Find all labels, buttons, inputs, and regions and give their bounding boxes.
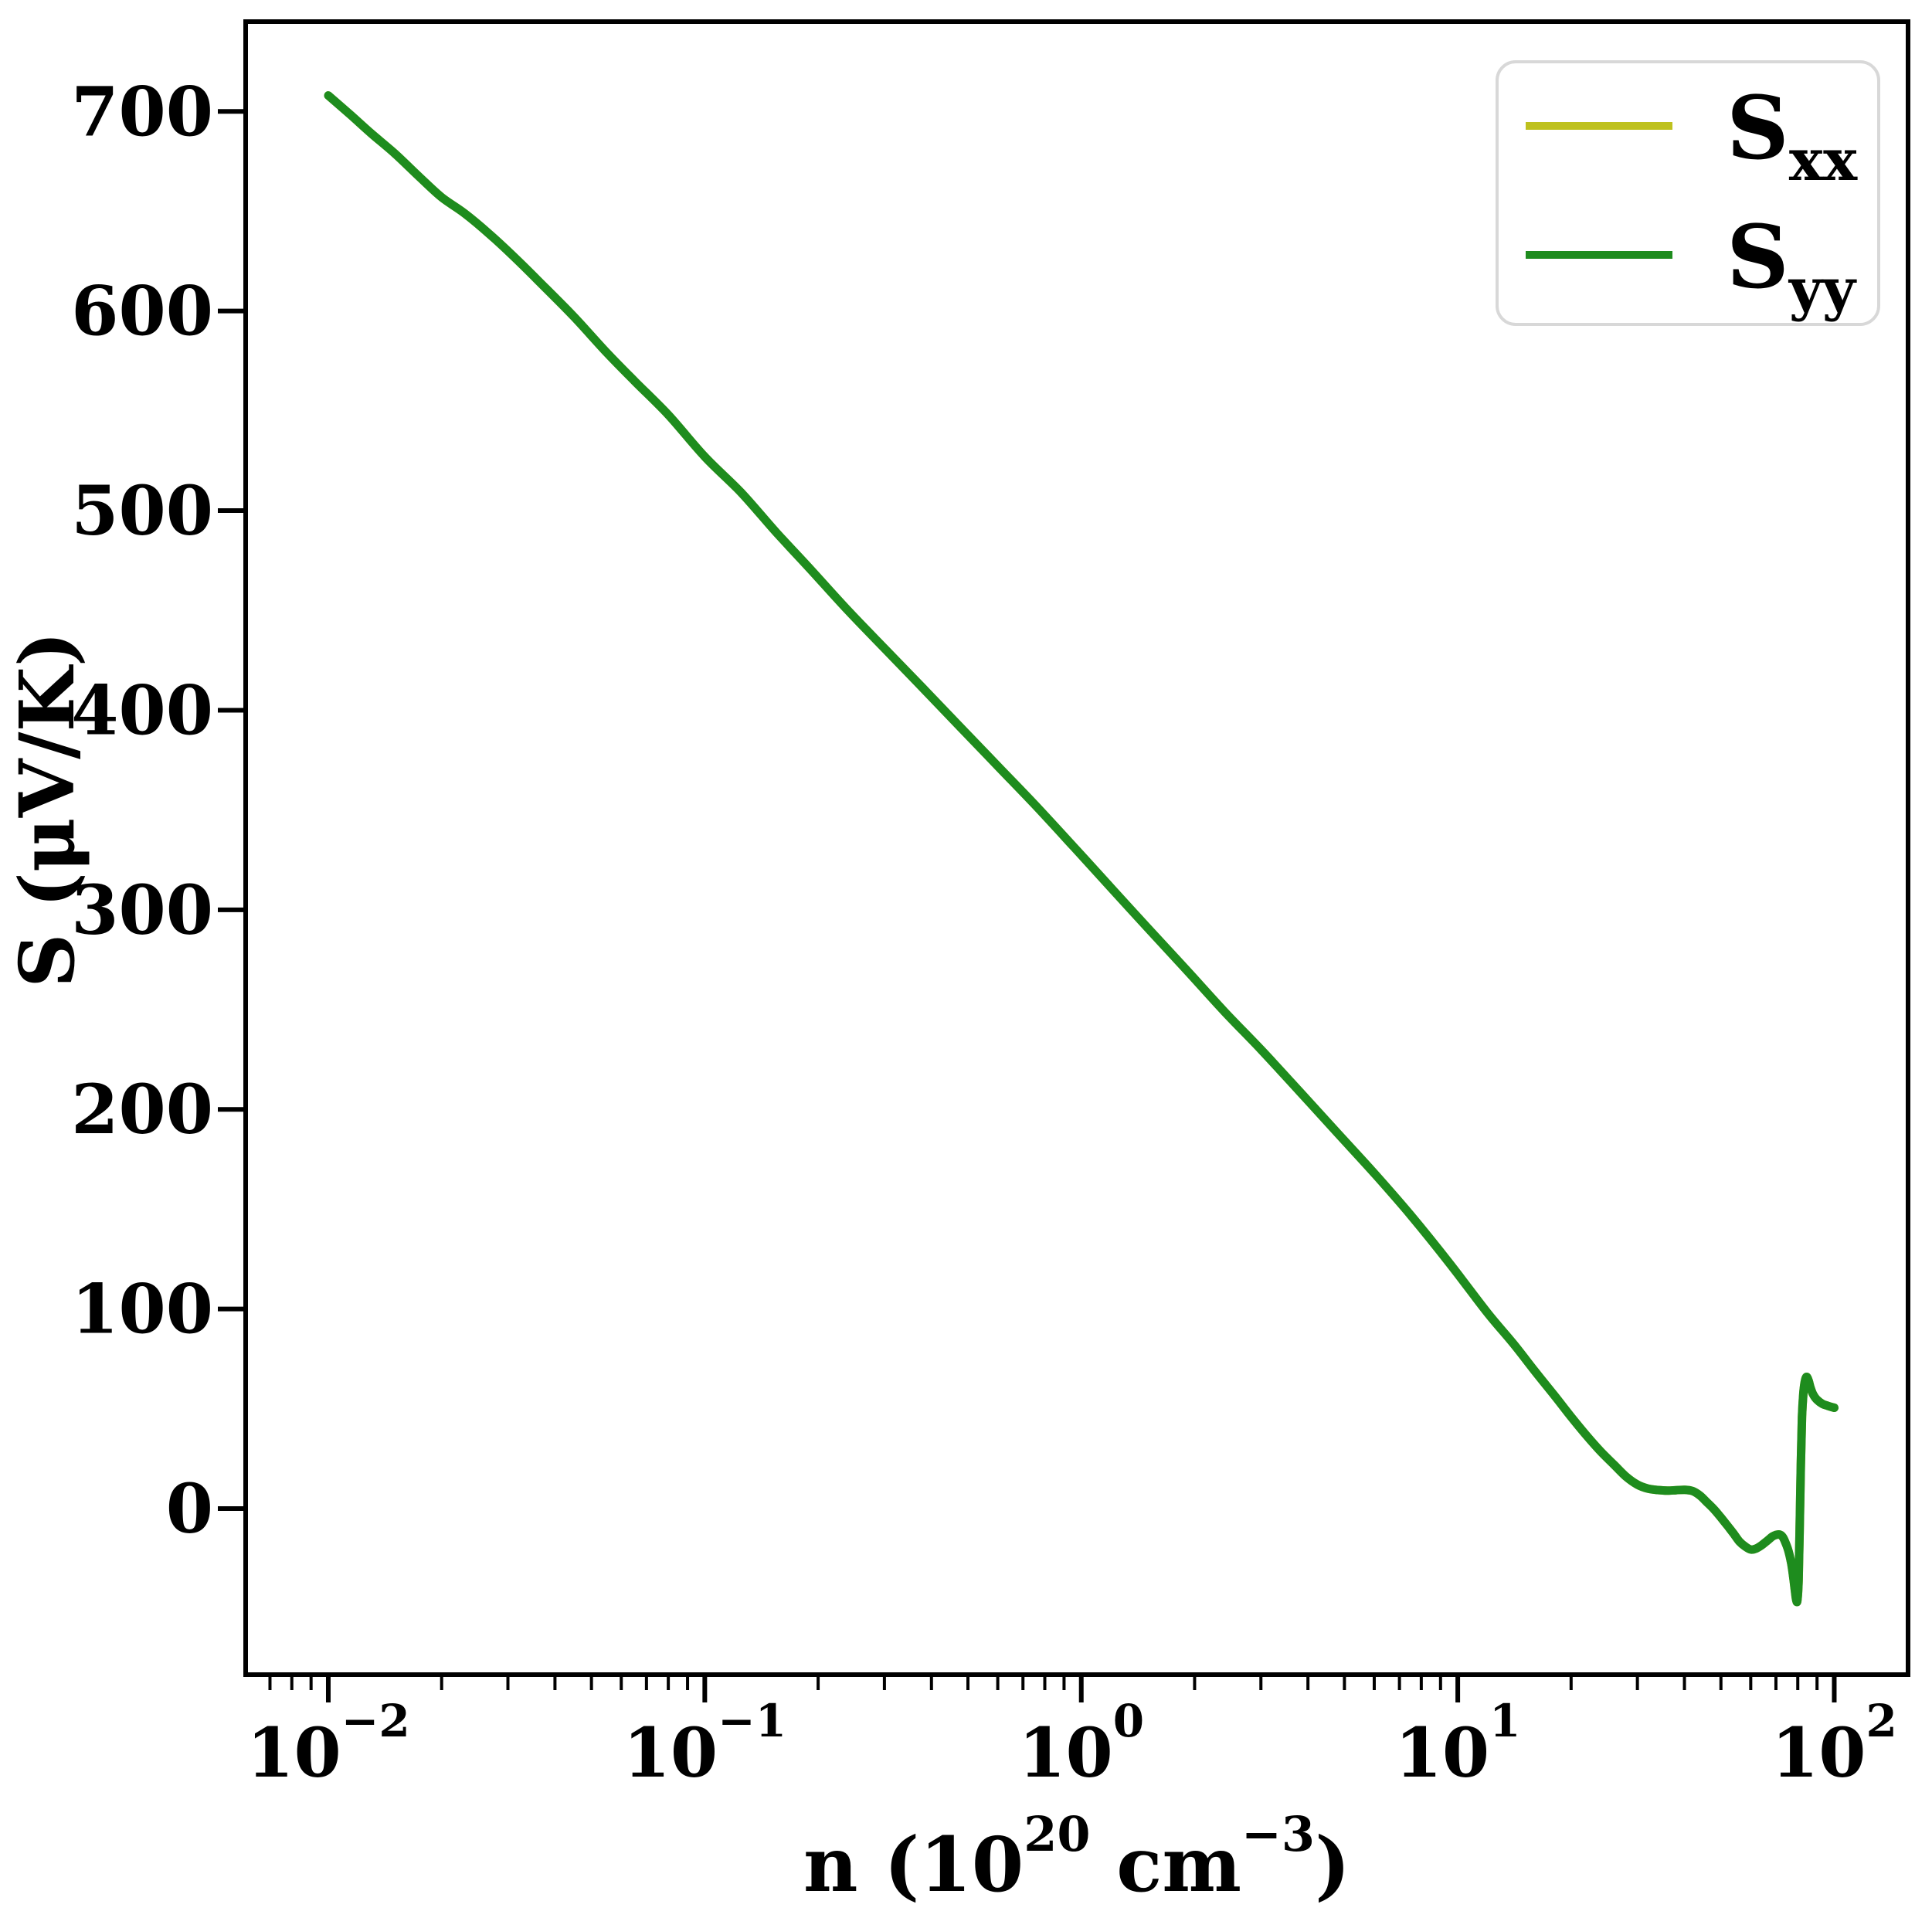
y-axis-tick-label: 300 xyxy=(71,870,213,950)
x-axis-tick-label: 100 xyxy=(1018,1695,1144,1793)
y-axis-tick-label: 0 xyxy=(166,1468,213,1549)
legend: Sxx Syy xyxy=(1496,60,1880,326)
legend-label-xx: Sxx xyxy=(1727,78,1858,194)
legend-label-yy: Syy xyxy=(1727,207,1857,323)
series-line-syy xyxy=(324,91,1839,1607)
y-axis-tick-label: 100 xyxy=(71,1269,213,1349)
plot-area xyxy=(324,91,1839,1607)
y-axis-tick-label: 400 xyxy=(71,670,213,750)
y-axis-tick-label: 700 xyxy=(71,71,213,151)
y-axis-tick-label: 500 xyxy=(71,470,213,551)
y-axis-label: S (μV/K) xyxy=(3,631,91,988)
x-axis-tick-label: 101 xyxy=(1395,1695,1521,1793)
x-axis-tick-label: 10−1 xyxy=(623,1695,786,1793)
x-axis-tick-label: 102 xyxy=(1771,1695,1897,1793)
y-axis-tick-label: 200 xyxy=(71,1069,213,1149)
plot-border xyxy=(243,19,1910,1677)
x-axis-label: n (1020 cm−3) xyxy=(803,1806,1350,1909)
y-axis-tick-label: 600 xyxy=(71,271,213,351)
x-axis-tick-label: 10−2 xyxy=(246,1695,409,1793)
